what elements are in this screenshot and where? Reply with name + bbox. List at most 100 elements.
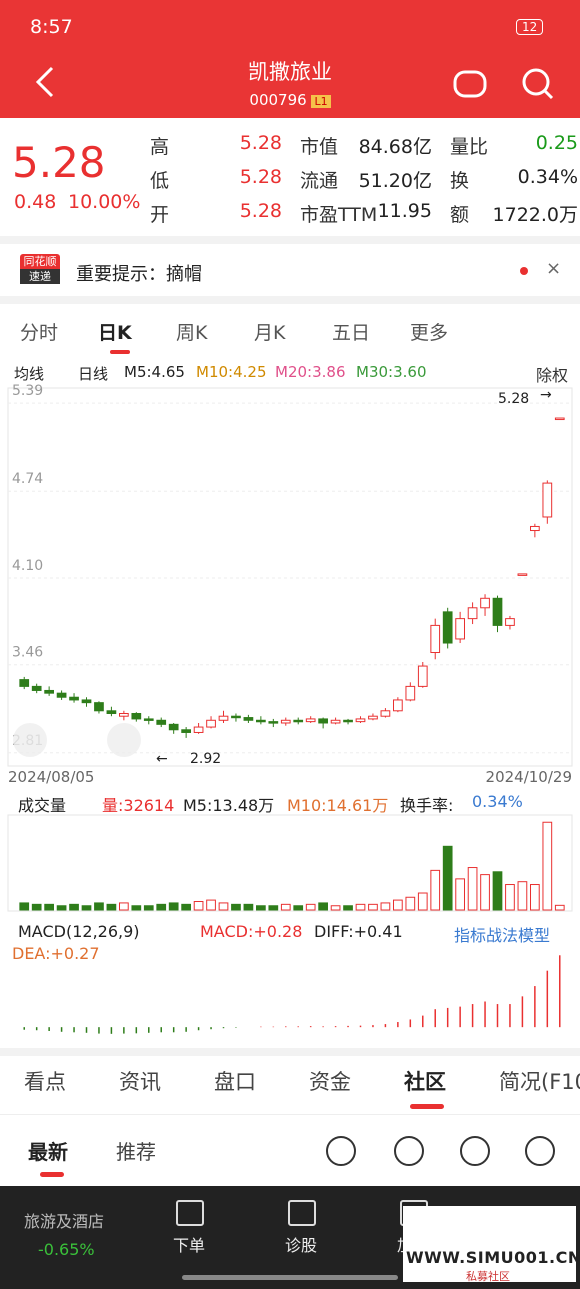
stat-label: 市盈TTM	[300, 204, 378, 226]
brand1: 同花顺	[23, 255, 57, 268]
candle-body	[455, 618, 465, 640]
candle-body	[280, 719, 291, 724]
bottom-tab[interactable]: 盘口	[214, 1070, 256, 1094]
low-label: 2.92	[190, 751, 221, 767]
search-icon[interactable]	[522, 68, 550, 96]
period-tab[interactable]: 五日	[332, 322, 371, 344]
nav-icon[interactable]	[176, 1200, 204, 1226]
y-tick-label: 4.10	[12, 558, 43, 574]
volume-bar	[106, 903, 117, 911]
volume-bar	[231, 903, 241, 911]
macd-label: DIFF:+0.41	[314, 922, 403, 941]
nav-item[interactable]: 下单	[173, 1236, 206, 1255]
stat-label: 流通	[300, 170, 339, 192]
code: 000796	[249, 91, 307, 109]
sub-tab[interactable]: 推荐	[116, 1140, 156, 1164]
y-tick-label: 3.46	[12, 645, 43, 661]
header-icons	[35, 66, 554, 100]
stat-value: 84.68亿	[358, 136, 432, 158]
bottom-tab[interactable]: 资金	[309, 1070, 351, 1094]
candle-body	[330, 719, 341, 724]
notice-text[interactable]: 重要提示：摘帽	[76, 264, 202, 285]
candle-body	[355, 718, 366, 723]
sub-tab[interactable]: 最新	[28, 1140, 68, 1164]
volume-bar	[218, 902, 229, 911]
volume-bar	[343, 905, 353, 911]
volume-bar	[355, 903, 366, 911]
volume-bar	[305, 903, 316, 911]
volume-bar	[81, 905, 92, 911]
header-bg	[0, 0, 580, 118]
candle-body	[542, 482, 553, 518]
period-tab[interactable]: 分时	[20, 322, 59, 344]
period-tab[interactable]: 周K	[176, 322, 208, 344]
candle-body	[380, 710, 391, 717]
volume-bar	[480, 874, 490, 911]
volume-bar	[505, 884, 515, 911]
change: 0.48	[14, 191, 57, 213]
candle-body	[442, 611, 453, 644]
candle-body	[430, 624, 441, 654]
candle-body	[480, 597, 490, 609]
bottom-tab[interactable]: 资讯	[119, 1070, 161, 1094]
candle-body	[44, 689, 54, 694]
stock-code: 000796 L1	[0, 91, 580, 109]
bottom-tab[interactable]: 看点	[24, 1070, 66, 1094]
volume-bar	[143, 905, 154, 911]
robot-icon[interactable]	[453, 70, 487, 98]
watermark-url: WWW.SIMU001.CN	[406, 1248, 580, 1267]
period-tab[interactable]: 日K	[98, 322, 132, 344]
macd-label: MACD(12,26,9)	[18, 922, 140, 941]
nav-item[interactable]: 诊股	[285, 1236, 318, 1255]
back-icon[interactable]	[35, 66, 54, 98]
bottom-tab[interactable]: 社区	[404, 1070, 446, 1094]
volume-bar	[44, 903, 54, 911]
indicator: M10:4.25	[196, 363, 267, 381]
volume-label: 0.34%	[472, 792, 523, 811]
candle-body	[181, 729, 191, 733]
volume-bar	[156, 903, 167, 911]
notice-close[interactable]: ×	[546, 258, 562, 279]
period-tab[interactable]: 月K	[254, 322, 286, 344]
stat-label: 低	[150, 170, 170, 192]
stat-value: 0.25	[535, 132, 578, 154]
volume-bar	[554, 904, 565, 911]
action-icon[interactable]	[326, 1136, 356, 1166]
volume-bar	[31, 903, 42, 911]
indicator: M20:3.86	[275, 363, 346, 381]
action-icon[interactable]	[525, 1136, 555, 1166]
start-date: 2024/08/05	[8, 768, 94, 786]
candle-body	[193, 726, 204, 733]
action-icon[interactable]	[394, 1136, 424, 1166]
volume-bar	[193, 901, 204, 911]
brand2: 速递	[20, 269, 60, 284]
candle-body	[19, 679, 30, 687]
macd-label: DEA:+0.27	[12, 944, 100, 963]
nav-change: -0.65%	[38, 1240, 95, 1259]
end-date: 2024/10/29	[486, 768, 572, 786]
candle-body	[405, 685, 416, 701]
candle-body	[106, 710, 117, 714]
candle-body	[81, 699, 92, 704]
candle-body	[56, 692, 67, 698]
indicator: M5:4.65	[124, 363, 185, 381]
volume-bar	[243, 903, 254, 911]
bottom-tab[interactable]: 简况(F10	[499, 1070, 580, 1094]
candle-body	[318, 718, 328, 724]
action-icon[interactable]	[460, 1136, 490, 1166]
candle-body	[417, 665, 428, 687]
nav-sector[interactable]: 旅游及酒店	[24, 1212, 105, 1231]
nav-icon[interactable]	[288, 1200, 316, 1226]
tab-underline	[410, 1104, 444, 1109]
stat-value: 5.28	[239, 166, 282, 188]
adjust[interactable]: 除权	[536, 366, 569, 385]
candle-body	[393, 699, 403, 712]
tab-underline	[40, 1172, 64, 1177]
candle-body	[305, 718, 316, 723]
divider	[0, 296, 580, 304]
volume-bar	[455, 878, 465, 911]
volume-bar	[56, 905, 67, 911]
stock-name: 凯撒旅业	[248, 60, 332, 84]
zoom-btn	[107, 723, 141, 757]
period-tab[interactable]: 更多	[410, 322, 449, 344]
